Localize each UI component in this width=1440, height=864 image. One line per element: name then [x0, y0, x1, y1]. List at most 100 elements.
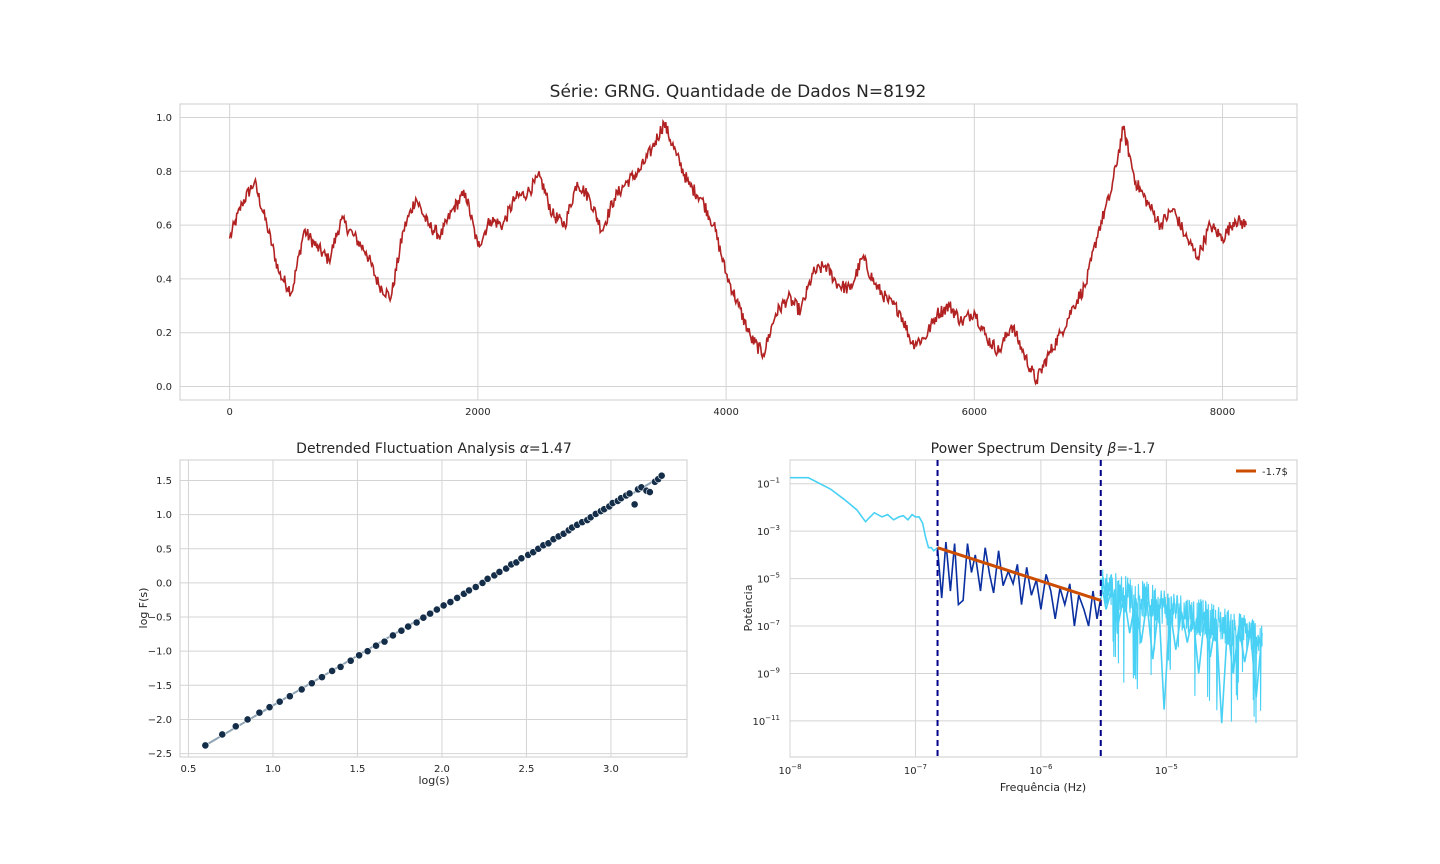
- psd-xtick-label: 10−5: [1155, 763, 1178, 777]
- psd-ytick-label: 10−5: [757, 572, 780, 586]
- dfa-xtick-label: 1.5: [349, 764, 365, 775]
- psd-xtick-label: 10−6: [1029, 763, 1053, 777]
- psd-title-symbol: β: [1106, 441, 1116, 457]
- dfa-point: [380, 637, 389, 646]
- dfa-point: [307, 679, 316, 688]
- dfa-point: [502, 564, 511, 573]
- dfa-point: [346, 656, 355, 665]
- dfa-point: [404, 622, 413, 631]
- dfa-point: [517, 554, 526, 563]
- dfa-xtick-label: 2.0: [434, 764, 450, 775]
- psd-ytick-label: 10−11: [752, 714, 780, 728]
- dfa-point: [512, 558, 521, 567]
- dfa-point: [255, 708, 264, 717]
- psd-title: Power Spectrum Density β=-1.7: [931, 441, 1156, 457]
- timeseries-ytick-label: 0.8: [156, 167, 172, 178]
- dfa-point: [446, 598, 455, 606]
- dfa-point: [363, 647, 372, 656]
- timeseries-plot-area: [179, 103, 1298, 401]
- psd-series: [790, 476, 1263, 724]
- dfa-point: [419, 613, 428, 622]
- psd-ylabel: Potência: [742, 585, 755, 632]
- timeseries-xtick-label: 2000: [465, 407, 490, 418]
- dfa-point: [495, 568, 504, 576]
- psd-legend: -1.7$: [1236, 467, 1288, 478]
- dfa-points: [201, 471, 666, 750]
- dfa-xtick-label: 1.0: [265, 764, 281, 775]
- dfa-point: [218, 730, 227, 739]
- dfa-point: [544, 539, 553, 548]
- psd-legend-label: -1.7$: [1262, 467, 1288, 478]
- dfa-point: [630, 500, 639, 509]
- psd-xtick-label: 10−7: [904, 763, 927, 777]
- dfa-point: [645, 488, 654, 496]
- dfa-point: [412, 618, 421, 627]
- psd-xtick-label: 10−8: [778, 763, 801, 777]
- dfa-point: [432, 605, 441, 614]
- psd-fit-line: [937, 546, 1102, 602]
- dfa-ytick-label: 1.5: [156, 476, 172, 487]
- dfa-ylabel: log F(s): [137, 588, 150, 629]
- dfa-xlabel: log(s): [418, 774, 449, 787]
- timeseries-ytick-label: 0.0: [156, 382, 172, 393]
- psd-tail-line: [1100, 569, 1263, 723]
- dfa-title-symbol: α: [520, 441, 530, 457]
- psd-title-value: =-1.7: [1116, 441, 1155, 457]
- psd-series-line: [790, 476, 939, 552]
- dfa-title-value: =1.47: [529, 441, 572, 457]
- dfa-point: [483, 574, 492, 583]
- dfa-point: [426, 609, 435, 618]
- dfa-ytick-label: −1.5: [148, 681, 172, 692]
- dfa-title-text: Detrended Fluctuation Analysis: [296, 441, 515, 457]
- dfa-point: [297, 685, 306, 694]
- psd-ytick-label: 10−9: [757, 666, 780, 680]
- dfa-point: [439, 601, 448, 610]
- dfa-ytick-label: −2.0: [148, 715, 172, 726]
- dfa-point: [318, 673, 326, 682]
- timeseries-ytick-label: 0.2: [156, 328, 172, 339]
- timeseries-xtick-label: 4000: [713, 407, 738, 418]
- dfa-point: [231, 722, 240, 731]
- timeseries-xtick-label: 8000: [1210, 407, 1235, 418]
- dfa-point: [625, 489, 634, 498]
- dfa-xtick-label: 0.5: [180, 764, 196, 775]
- timeseries-chart: 0 2000 4000 6000 8000 0.0 0.2 0.4 0.6 0.8 1.0 Séri…: [156, 82, 1298, 418]
- dfa-point: [657, 471, 666, 480]
- psd-ytick-label: 10−1: [757, 477, 780, 491]
- psd-grid: [789, 460, 1297, 757]
- dfa-point: [465, 586, 473, 595]
- timeseries-ytick-label: 0.6: [156, 221, 172, 232]
- timeseries-title: Série: GRNG. Quantidade de Dados N=8192: [550, 82, 927, 102]
- timeseries-xtick-label: 0: [226, 407, 232, 418]
- dfa-point: [355, 651, 364, 660]
- psd-plot-area: [789, 459, 1298, 758]
- dfa-point: [243, 715, 252, 724]
- dfa-point: [336, 662, 345, 671]
- dfa-chart: 0.5 1.0 1.5 2.0 2.5 3.0 −2.5 −2.0 −1.5 −1.0 −0.5 0.…: [137, 441, 688, 787]
- dfa-ytick-label: 0.0: [156, 578, 172, 589]
- dfa-point: [201, 741, 210, 750]
- timeseries-ticks: 0 2000 4000 6000 8000 0.0 0.2 0.4 0.6 0.8 1.0: [156, 113, 1235, 418]
- dfa-ytick-label: −0.5: [148, 613, 172, 624]
- dfa-xtick-label: 2.5: [518, 764, 534, 775]
- dfa-ytick-label: −2.5: [148, 749, 172, 760]
- dfa-point: [471, 583, 480, 591]
- dfa-ticks: 0.5 1.0 1.5 2.0 2.5 3.0 −2.5 −2.0 −1.5 −1.0 −0.5 0.…: [148, 476, 619, 775]
- dfa-point: [372, 641, 380, 650]
- psd-ytick-label: 10−3: [757, 524, 780, 538]
- timeseries-line: [228, 118, 1247, 386]
- dfa-point: [389, 631, 397, 640]
- dfa-point: [397, 626, 406, 635]
- dfa-xtick-label: 3.0: [603, 764, 619, 775]
- dfa-point: [453, 594, 462, 602]
- dfa-point: [328, 667, 336, 675]
- timeseries-xtick-label: 6000: [962, 407, 987, 418]
- dfa-point: [478, 578, 487, 587]
- dfa-ytick-label: 0.5: [156, 544, 172, 555]
- timeseries-ytick-label: 1.0: [156, 113, 172, 124]
- psd-chart: 10−8 10−7 10−6 10−5 10−11 10−9 10−7 10−5 10−3 10−…: [742, 441, 1298, 794]
- dfa-point: [275, 697, 284, 706]
- timeseries-grid: [180, 104, 1297, 400]
- dfa-point: [265, 703, 274, 712]
